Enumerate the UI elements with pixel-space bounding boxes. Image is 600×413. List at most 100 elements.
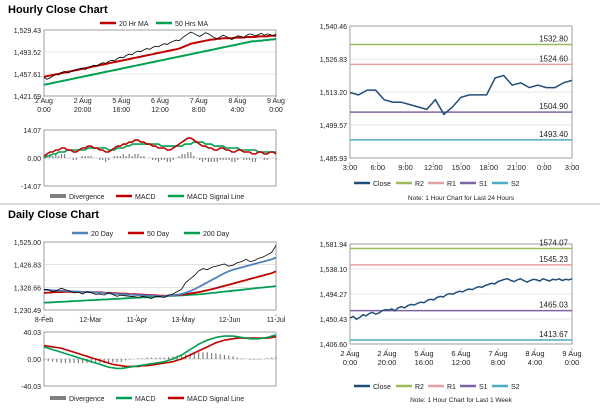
daily-levels-ytick-label: 1,406.60 (320, 342, 347, 349)
hourly-price-xtick-label: 4:00 (231, 107, 245, 114)
daily-levels-xtick-label: 5 Aug (414, 349, 433, 358)
hourly-price-ytick-label: 1,421.69 (14, 94, 41, 101)
daily-levels-legend-label: S2 (511, 384, 520, 391)
daily-macd-ytick-label: 40.03 (23, 330, 41, 337)
hourly-macd-legend-label: MACD (135, 194, 156, 201)
hourly-price-xtick-label: 20:00 (74, 107, 92, 114)
daily-price-bars (43, 245, 277, 300)
hourly-levels-r1-label: 1524.60 (539, 54, 568, 63)
daily-price-xtick-label: 13-May (172, 317, 196, 324)
daily-macd-ytick-label: 0.00 (27, 357, 41, 364)
hourly-price-xtick-label: 2 Aug (74, 98, 92, 105)
hourly-levels-xtick-label: 18:00 (479, 163, 498, 172)
daily-price-plot-area (43, 241, 277, 311)
daily-levels-xtick-label: 0:00 (343, 358, 358, 367)
daily-price-ytick-label: 1,525.00 (14, 240, 41, 247)
daily-macd-ytick-label: -40.03 (21, 384, 41, 391)
hourly-macd-ytick-label: 0.00 (27, 156, 41, 163)
hourly-price-xtick-label: 16:00 (113, 107, 131, 114)
hourly-macd-legend-label: Divergence (69, 194, 105, 201)
hourly-levels-ytick-label: 1,499.57 (320, 123, 347, 130)
hourly-price-legend-label: 50 Hrs MA (175, 21, 208, 28)
hourly-macd-signal-line (43, 141, 276, 159)
hourly-price-ytick-label: 1,457.61 (14, 72, 41, 79)
hourly-price-xtick-label: 5 Aug (112, 98, 130, 105)
daily-levels-ytick-label: 1,538.10 (320, 267, 347, 274)
hourly-levels-ytick-label: 1,526.83 (320, 57, 347, 64)
daily-levels-s1-label: 1465.03 (539, 301, 568, 310)
hourly-price-chart: 20 Hr MA 50 Hrs MA 1,529.43 1,493.52 1,457.6… (14, 21, 285, 114)
hourly-macd-line (43, 137, 277, 157)
daily-macd-chart: 40.03 0.00 -40.03 Divergence MACD MACD Signal… (21, 330, 277, 403)
daily-levels-xtick-label: 2 Aug (377, 349, 396, 358)
daily-levels-chart: 1,581.94 1,538.10 1,494.27 1,450.43 1,406.60… (320, 238, 582, 404)
hourly-levels-xtick-label: 3:00 (565, 163, 580, 172)
hourly-price-ytick-label: 1,493.52 (14, 50, 41, 57)
hourly-levels-xtick-label: 9:00 (398, 163, 413, 172)
hourly-levels-xtick-label: 15:00 (452, 163, 471, 172)
daily-levels-s2-label: 1413.67 (539, 330, 568, 339)
daily-levels-legend-label: Close (373, 384, 391, 391)
daily-macd-legend-label: MACD (135, 396, 156, 403)
daily-price-legend-label: 50 Day (147, 231, 170, 238)
hourly-macd-ytick-label: 14.07 (23, 128, 41, 135)
daily-price-xtick-label: 11-Apr (127, 317, 148, 324)
hourly-levels-legend-label: S1 (479, 181, 488, 188)
hourly-levels-note: Note: 1 Hour Chart for Last 24 Hours (408, 195, 515, 202)
hourly-price-plot-area (43, 29, 277, 97)
hourly-price-xtick-label: 7 Aug (190, 98, 208, 105)
hourly-macd-legend-swatch (50, 194, 66, 198)
hourly-price-xtick-label: 2 Aug (35, 98, 53, 105)
hourly-levels-ytick-label: 1,540.46 (320, 24, 347, 31)
hourly-price-xtick-label: 8:00 (192, 107, 206, 114)
hourly-price-xtick-label: 9 Aug (267, 98, 285, 105)
daily-levels-xtick-label: 12:00 (452, 358, 471, 367)
daily-price-ytick-label: 1,328.66 (14, 285, 41, 292)
daily-section-title: Daily Close Chart (8, 209, 100, 221)
daily-levels-legend-label: S1 (479, 384, 488, 391)
hourly-price-ytick-label: 1,529.43 (14, 28, 41, 35)
daily-macd-legend-label: MACD Signal Line (187, 396, 244, 403)
daily-levels-ytick-label: 1,450.43 (320, 317, 347, 324)
hourly-levels-xtick-label: 0:00 (537, 163, 552, 172)
daily-levels-ytick-label: 1,581.94 (320, 242, 347, 249)
hourly-levels-legend-label: R2 (415, 181, 424, 188)
daily-levels-xtick-label: 7 Aug (488, 349, 507, 358)
hourly-price-xtick-label: 12:00 (151, 107, 169, 114)
hourly-levels-legend-label: R1 (447, 181, 456, 188)
daily-levels-xtick-label: 8 Aug (525, 349, 544, 358)
hourly-price-xtick-label: 0:00 (269, 107, 283, 114)
daily-levels-xtick-label: 2 Aug (340, 349, 359, 358)
daily-levels-ytick-label: 1,494.27 (320, 292, 347, 299)
hourly-macd-chart: 14.07 0.00 -14.07 Divergence MACD MACD Signal… (21, 128, 277, 201)
daily-levels-note: Note: 1 Hour Chart for Last 1 Week (410, 397, 513, 404)
daily-price-ytick-label: 1,230.49 (14, 308, 41, 315)
hourly-price-bars (43, 31, 277, 80)
daily-ma200-line (43, 285, 277, 304)
hourly-price-xtick-label: 6 Aug (151, 98, 169, 105)
hourly-ma50-line (43, 37, 277, 86)
daily-price-xtick-label: 12-Jun (219, 317, 241, 324)
hourly-levels-legend-label: S2 (511, 181, 520, 188)
hourly-levels-xtick-label: 3:00 (343, 163, 358, 172)
hourly-levels-s1-label: 1504.90 (539, 102, 568, 111)
daily-price-xtick-label: 8-Feb (35, 317, 53, 324)
hourly-price-xtick-label: 0:00 (37, 107, 51, 114)
daily-levels-legend-label: R1 (447, 384, 456, 391)
daily-price-legend-label: 20 Day (91, 231, 114, 238)
daily-levels-xtick-label: 16:00 (415, 358, 434, 367)
daily-price-xtick-label: 12-Mar (79, 317, 102, 324)
daily-levels-xtick-label: 8:00 (491, 358, 506, 367)
daily-levels-xtick-label: 20:00 (378, 358, 397, 367)
daily-price-ytick-label: 1,426.83 (14, 263, 41, 270)
section-divider (0, 203, 600, 205)
daily-levels-xtick-label: 6 Aug (451, 349, 470, 358)
hourly-levels-ytick-label: 1,485.93 (320, 156, 347, 163)
daily-levels-r1-label: 1545.23 (539, 255, 568, 264)
daily-levels-r2-label: 1574.07 (539, 238, 568, 247)
hourly-levels-ytick-label: 1,513.20 (320, 90, 347, 97)
daily-levels-xtick-label: 0:00 (565, 358, 580, 367)
hourly-levels-r2-label: 1532.80 (539, 35, 568, 44)
daily-macd-legend-swatch (50, 396, 66, 400)
hourly-levels-close-line (349, 74, 573, 116)
